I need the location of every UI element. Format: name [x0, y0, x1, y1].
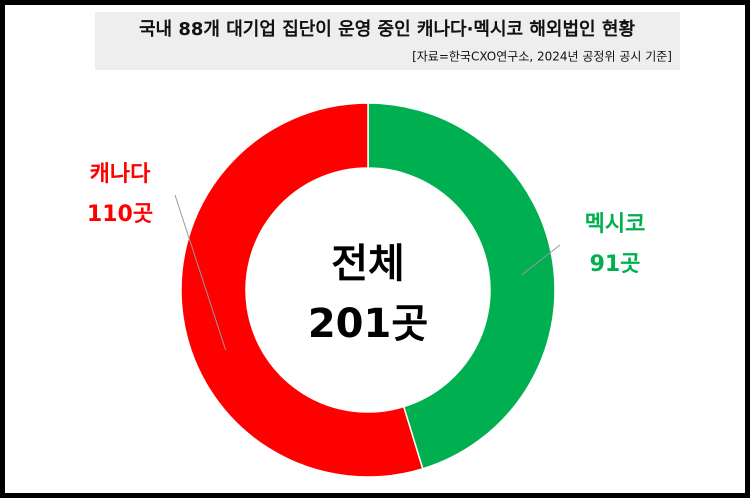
chart-title: 국내 88개 대기업 집단이 운영 중인 캐나다·멕시코 해외법인 현황: [139, 19, 635, 40]
value-label: 91곳: [590, 252, 641, 277]
donut: [180, 102, 556, 478]
title-box: [95, 12, 680, 70]
value-label: 110곳: [87, 202, 153, 227]
center-value: 201곳: [308, 301, 428, 347]
leader-line: [174, 194, 227, 351]
donut-segment: [180, 102, 424, 478]
category-label: 캐나다: [90, 162, 151, 187]
center-label: 전체: [331, 241, 405, 287]
chart-subtitle: [자료=한국CXO연구소, 2024년 공정위 공시 기준]: [412, 50, 672, 64]
donut-segment: [367, 102, 556, 470]
category-label: 멕시코: [585, 212, 646, 237]
leader-line: [521, 244, 561, 276]
